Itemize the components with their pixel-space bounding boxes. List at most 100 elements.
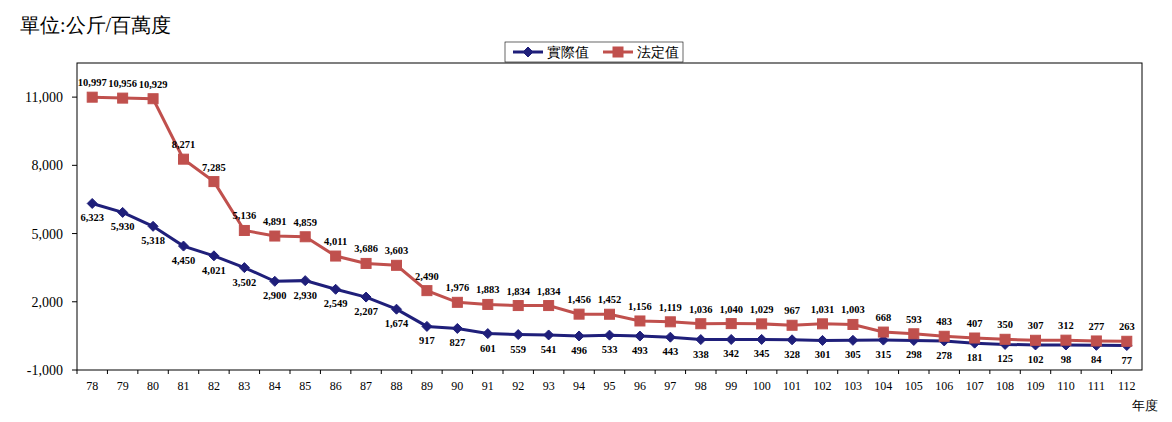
point — [726, 319, 736, 329]
y-tick-label: 2,000 — [32, 295, 64, 310]
point — [239, 263, 249, 273]
point — [818, 319, 828, 329]
point — [787, 320, 797, 330]
point — [665, 317, 675, 327]
x-tick-label: 82 — [208, 379, 220, 393]
point — [726, 334, 736, 344]
x-tick — [198, 370, 199, 374]
data-label: 181 — [967, 352, 983, 363]
point — [270, 231, 280, 241]
data-label: 4,450 — [172, 255, 196, 266]
point — [757, 319, 767, 329]
x-tick — [350, 370, 351, 374]
x-tick-label: 106 — [935, 379, 953, 393]
legend-marker — [523, 47, 533, 57]
point — [392, 260, 402, 270]
point — [361, 292, 371, 302]
x-tick-label: 107 — [966, 379, 984, 393]
point — [118, 207, 128, 217]
point — [1000, 334, 1010, 344]
point — [1061, 335, 1071, 345]
x-tick — [594, 370, 595, 374]
x-tick-label: 112 — [1118, 379, 1136, 393]
marks — [87, 92, 1132, 350]
point — [696, 335, 706, 345]
point — [787, 335, 797, 345]
point — [1122, 336, 1132, 346]
x-tick — [989, 370, 990, 374]
data-label: 102 — [1028, 354, 1044, 365]
data-label: 493 — [632, 345, 648, 356]
x-tick-label: 88 — [391, 379, 403, 393]
x-tick — [746, 370, 747, 374]
x-tick-label: 93 — [543, 379, 555, 393]
data-label: 98 — [1061, 354, 1072, 365]
point — [239, 225, 249, 235]
point — [361, 258, 371, 268]
x-tick-label: 103 — [844, 379, 862, 393]
y-tick-label: 8,000 — [32, 158, 64, 173]
point — [513, 330, 523, 340]
data-label: 668 — [875, 312, 891, 323]
x-tick-label: 95 — [604, 379, 616, 393]
point — [635, 316, 645, 326]
data-label: 10,929 — [139, 79, 168, 90]
data-label: 6,323 — [80, 212, 104, 223]
x-tick — [837, 370, 838, 374]
point — [331, 251, 341, 261]
y-axis-title: 單位:公斤/百萬度 — [20, 14, 171, 36]
data-label: 263 — [1119, 321, 1135, 332]
x-tick — [290, 370, 291, 374]
point — [300, 232, 310, 242]
x-tick — [137, 370, 138, 374]
data-label: 1,156 — [628, 301, 652, 312]
data-label: 307 — [1028, 320, 1044, 331]
point — [87, 92, 97, 102]
x-tick-label: 90 — [451, 379, 463, 393]
data-label: 5,930 — [111, 221, 135, 232]
point — [1031, 335, 1041, 345]
x-tick — [229, 370, 230, 374]
point — [209, 251, 219, 261]
data-label: 533 — [602, 344, 618, 355]
data-label: 601 — [480, 343, 496, 354]
legend-label: 實際值 — [547, 45, 589, 60]
data-label: 5,136 — [233, 210, 257, 221]
x-tick-label: 80 — [147, 379, 159, 393]
x-tick-label: 109 — [1027, 379, 1045, 393]
x-tick — [1111, 370, 1112, 374]
data-label: 483 — [936, 316, 952, 327]
data-label: 1,456 — [567, 294, 591, 305]
point — [392, 304, 402, 314]
x-tick-label: 101 — [783, 379, 801, 393]
data-label: 1,036 — [689, 304, 713, 315]
x-tick — [1081, 370, 1082, 374]
point — [87, 198, 97, 208]
x-tick-label: 91 — [482, 379, 494, 393]
x-tick — [1020, 370, 1021, 374]
data-label: 1,003 — [841, 304, 865, 315]
data-label: 125 — [997, 353, 1013, 364]
x-tick-label: 111 — [1088, 379, 1105, 393]
data-label: 10,956 — [108, 78, 137, 89]
point — [848, 335, 858, 345]
x-tick-label: 97 — [664, 379, 676, 393]
x-tick-label: 79 — [117, 379, 129, 393]
x-tick-label: 78 — [86, 379, 98, 393]
x-tick — [898, 370, 899, 374]
data-labels: 6,3235,9305,3184,4504,0213,5022,9002,930… — [78, 77, 1135, 365]
data-label: 301 — [815, 349, 831, 360]
x-tick — [503, 370, 504, 374]
data-label: 1,976 — [446, 282, 470, 293]
point — [422, 321, 432, 331]
data-label: 305 — [845, 349, 861, 360]
x-tick-label: 104 — [874, 379, 892, 393]
point — [574, 331, 584, 341]
x-tick-label: 89 — [421, 379, 433, 393]
data-label: 345 — [754, 348, 770, 359]
x-tick — [685, 370, 686, 374]
point — [848, 319, 858, 329]
x-axis-title: 年度 — [1132, 398, 1158, 413]
data-label: 443 — [662, 346, 678, 357]
legend-box — [505, 42, 683, 62]
